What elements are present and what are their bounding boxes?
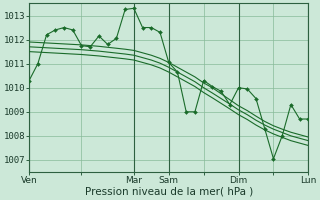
X-axis label: Pression niveau de la mer( hPa ): Pression niveau de la mer( hPa )	[84, 187, 253, 197]
